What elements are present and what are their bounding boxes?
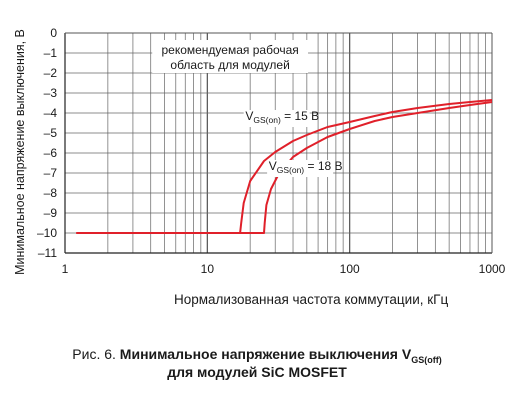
- y-tick-label: –11: [38, 246, 57, 260]
- series-line: [76, 101, 493, 234]
- x-tick-label: 100: [340, 262, 360, 276]
- series-label-bg: [243, 110, 310, 127]
- y-tick-label: –10: [37, 226, 57, 240]
- annotation-line2: область для модулей: [170, 58, 289, 72]
- y-tick-label: –3: [44, 86, 58, 100]
- y-tick-label: –4: [44, 106, 58, 120]
- y-tick-label: 0: [50, 26, 57, 40]
- figure-caption-line2: для модулей SiC MOSFET: [0, 364, 514, 381]
- y-tick-label: –6: [44, 146, 58, 160]
- axes: [64, 32, 493, 254]
- annotation-box: [152, 40, 309, 73]
- y-tick-label: –8: [44, 186, 58, 200]
- series-label-bg: [267, 160, 334, 177]
- x-axis-label: Нормализованная частота коммутации, кГц: [174, 292, 449, 307]
- x-tick-label: 10: [201, 262, 215, 276]
- chart: 0 –1 –2 –3 –4 –5 –6 –7 –8 –9 –10 –11 1 10 100 1000 реко…: [37, 26, 506, 276]
- series-label: VGS(on) = 18 В: [269, 159, 343, 175]
- caption-line2: для модулей SiC MOSFET: [167, 364, 347, 380]
- y-axis-label: Минимальное напряжение выключения, В: [13, 29, 27, 275]
- series-label: VGS(on) = 15 В: [245, 109, 319, 125]
- caption-sub: GS(off): [411, 355, 442, 365]
- annotation-line1: рекомендуемая рабочая: [161, 43, 298, 57]
- y-tick-label: –5: [44, 126, 58, 140]
- caption-bold: Минимальное напряжение выключения V: [119, 346, 412, 362]
- y-tick-label: –9: [44, 206, 58, 220]
- series-lines: [76, 99, 493, 234]
- figure-caption-line1: Рис. 6. Минимальное напряжение выключени…: [0, 346, 514, 369]
- x-tick-label: 1000: [479, 262, 506, 276]
- y-tick-label: –1: [44, 46, 58, 60]
- y-tick-label: –2: [44, 66, 58, 80]
- tick-labels: 0 –1 –2 –3 –4 –5 –6 –7 –8 –9 –10 –11 1 10 100 1000: [37, 26, 506, 276]
- series-line: [76, 99, 493, 234]
- y-tick-label: –7: [44, 166, 58, 180]
- x-tick-label: 1: [62, 262, 69, 276]
- caption-prefix: Рис. 6.: [72, 346, 120, 362]
